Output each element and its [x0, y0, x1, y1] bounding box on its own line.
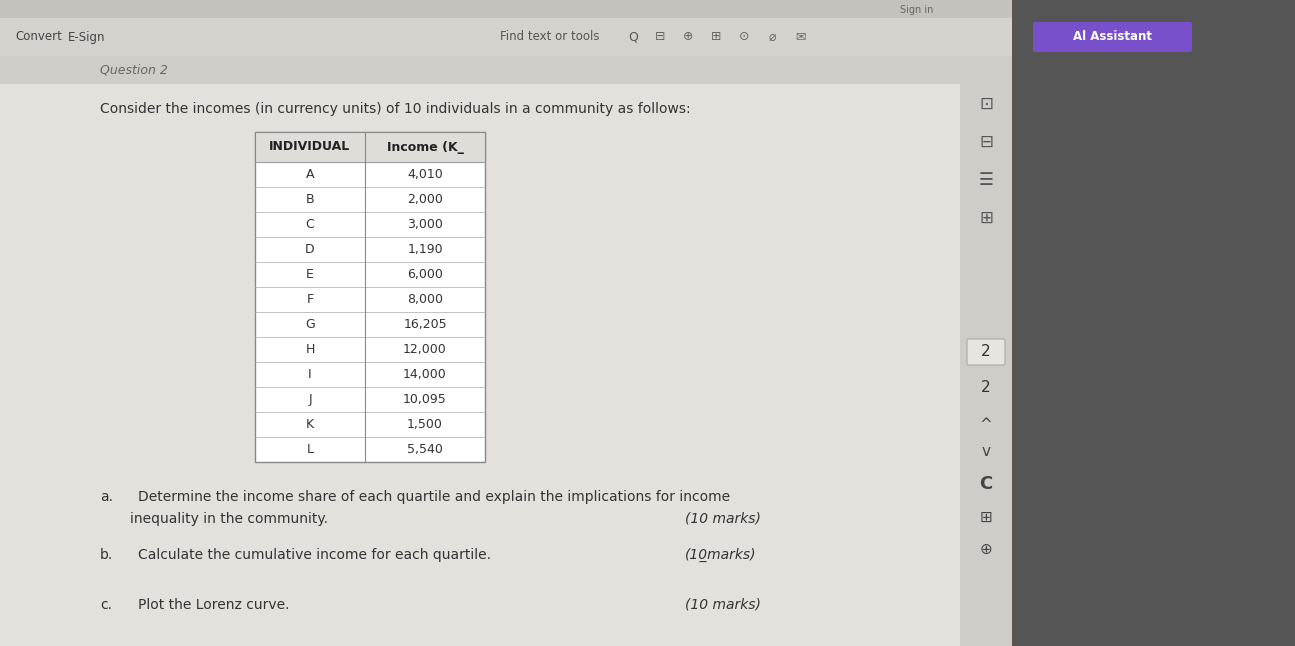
Text: E: E — [306, 268, 313, 281]
Bar — [255, 132, 486, 462]
Text: 4,010: 4,010 — [407, 168, 443, 181]
Bar — [0, 0, 1295, 18]
Text: Find text or tools: Find text or tools — [500, 30, 600, 43]
Text: INDIVIDUAL: INDIVIDUAL — [269, 140, 351, 154]
Text: C: C — [979, 475, 993, 493]
Text: 8,000: 8,000 — [407, 293, 443, 306]
Text: Al Assistant: Al Assistant — [1074, 30, 1153, 43]
Text: I: I — [308, 368, 312, 381]
Text: 1,500: 1,500 — [407, 418, 443, 431]
FancyBboxPatch shape — [1033, 22, 1191, 52]
Text: 12,000: 12,000 — [403, 343, 447, 356]
Text: Consider the incomes (in currency units) of 10 individuals in a community as fol: Consider the incomes (in currency units)… — [100, 102, 690, 116]
Text: 3,000: 3,000 — [407, 218, 443, 231]
Text: ⊟: ⊟ — [655, 30, 666, 43]
Text: Convert: Convert — [16, 30, 62, 43]
Text: a.: a. — [100, 490, 113, 504]
Text: 6,000: 6,000 — [407, 268, 443, 281]
Text: b.: b. — [100, 548, 113, 562]
Text: ^: ^ — [979, 417, 992, 432]
Text: ⊡: ⊡ — [979, 95, 993, 113]
Text: H: H — [306, 343, 315, 356]
Text: Plot the Lorenz curve.: Plot the Lorenz curve. — [139, 598, 290, 612]
Text: Income (K_: Income (K_ — [387, 140, 464, 154]
Text: (10̲marks): (10̲marks) — [685, 548, 756, 562]
Text: ⊕: ⊕ — [682, 30, 693, 43]
Text: ⌀: ⌀ — [768, 30, 776, 43]
Text: Question 2: Question 2 — [100, 63, 168, 76]
Text: ⊞: ⊞ — [979, 510, 992, 525]
Text: 2: 2 — [982, 380, 991, 395]
Text: 5,540: 5,540 — [407, 443, 443, 456]
Text: ⊞: ⊞ — [979, 209, 993, 227]
Text: v: v — [982, 444, 991, 459]
Text: E-Sign: E-Sign — [69, 30, 105, 43]
Text: 10,095: 10,095 — [403, 393, 447, 406]
Text: C: C — [306, 218, 315, 231]
Text: ⊕: ⊕ — [979, 541, 992, 556]
Text: A: A — [306, 168, 315, 181]
Text: ⊟: ⊟ — [979, 133, 993, 151]
Text: J: J — [308, 393, 312, 406]
Text: 16,205: 16,205 — [403, 318, 447, 331]
FancyBboxPatch shape — [967, 339, 1005, 365]
Text: K: K — [306, 418, 315, 431]
Text: ☰: ☰ — [979, 171, 993, 189]
Text: ⊞: ⊞ — [711, 30, 721, 43]
Text: B: B — [306, 193, 315, 206]
Text: ✉: ✉ — [795, 30, 805, 43]
Bar — [0, 18, 1295, 56]
Bar — [960, 84, 1011, 646]
Text: 2,000: 2,000 — [407, 193, 443, 206]
Text: inequality in the community.: inequality in the community. — [130, 512, 328, 526]
Bar — [0, 84, 1295, 646]
Text: 2: 2 — [982, 344, 991, 360]
Text: F: F — [307, 293, 313, 306]
Text: c.: c. — [100, 598, 111, 612]
Text: 14,000: 14,000 — [403, 368, 447, 381]
Text: 1,190: 1,190 — [407, 243, 443, 256]
Text: Q: Q — [628, 30, 638, 43]
Text: Sign in: Sign in — [900, 5, 934, 15]
Text: L: L — [307, 443, 313, 456]
Text: Calculate the cumulative income for each quartile.: Calculate the cumulative income for each… — [139, 548, 491, 562]
Text: Determine the income share of each quartile and explain the implications for inc: Determine the income share of each quart… — [139, 490, 730, 504]
Bar — [255, 132, 486, 162]
Text: (10 marks): (10 marks) — [685, 512, 761, 526]
Text: G: G — [306, 318, 315, 331]
Bar — [0, 56, 1295, 84]
Text: (10 marks): (10 marks) — [685, 598, 761, 612]
Text: D: D — [306, 243, 315, 256]
Text: ⊙: ⊙ — [738, 30, 750, 43]
Bar — [1011, 0, 1295, 646]
